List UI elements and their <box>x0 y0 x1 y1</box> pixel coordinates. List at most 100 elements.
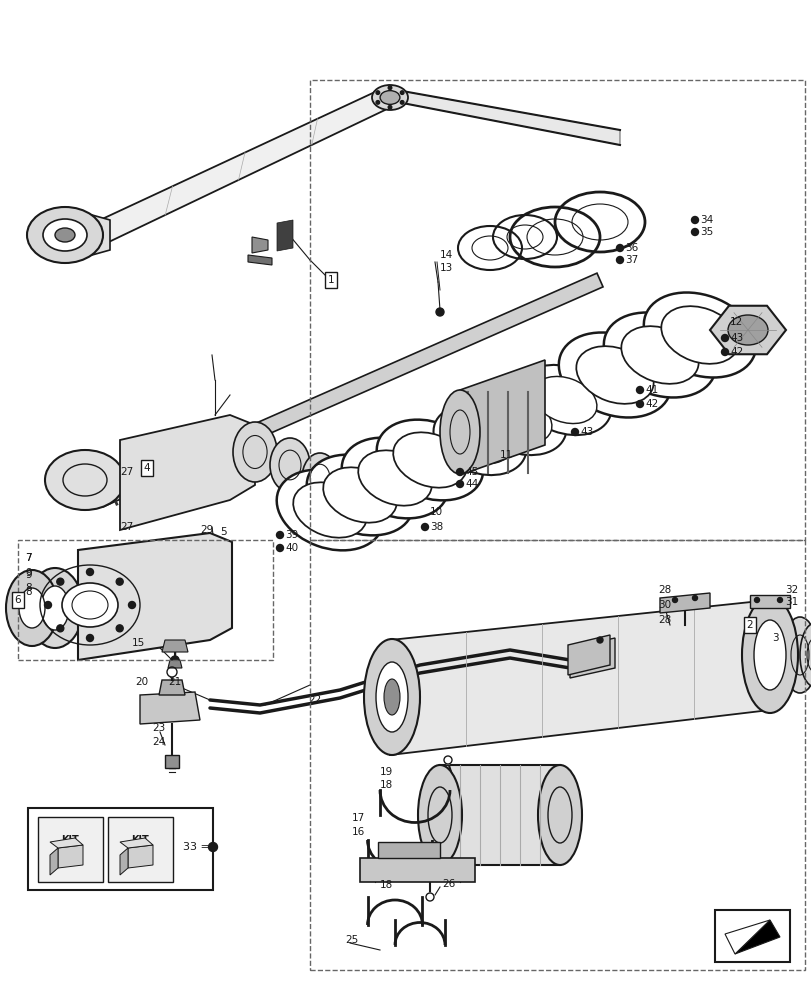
Ellipse shape <box>620 326 697 384</box>
Ellipse shape <box>433 405 526 475</box>
Circle shape <box>57 578 64 585</box>
Ellipse shape <box>270 438 310 492</box>
Ellipse shape <box>45 450 125 510</box>
Text: 42: 42 <box>644 399 658 409</box>
Text: 10: 10 <box>430 507 443 517</box>
Polygon shape <box>165 755 178 768</box>
Bar <box>38 817 103 882</box>
Text: 4: 4 <box>144 463 150 473</box>
Text: 43: 43 <box>729 333 742 343</box>
Circle shape <box>616 256 623 263</box>
Text: 31: 31 <box>784 597 797 607</box>
Ellipse shape <box>307 455 413 535</box>
Text: 21: 21 <box>168 677 181 687</box>
Text: 39: 39 <box>285 530 298 540</box>
Polygon shape <box>749 595 789 608</box>
Text: 12: 12 <box>729 317 742 327</box>
Polygon shape <box>78 533 232 660</box>
Circle shape <box>426 893 433 901</box>
Polygon shape <box>162 640 188 652</box>
Text: 17: 17 <box>351 813 365 823</box>
Text: 7: 7 <box>25 553 32 563</box>
Ellipse shape <box>753 620 785 690</box>
Text: 42: 42 <box>729 347 742 357</box>
Ellipse shape <box>62 583 118 627</box>
Circle shape <box>616 244 623 251</box>
Circle shape <box>421 524 428 530</box>
Text: 28: 28 <box>657 585 671 595</box>
Circle shape <box>436 308 444 316</box>
Ellipse shape <box>799 623 811 687</box>
Circle shape <box>692 595 697 600</box>
Bar <box>28 808 212 890</box>
Circle shape <box>456 468 463 476</box>
Text: 27: 27 <box>120 522 133 532</box>
Ellipse shape <box>43 219 87 251</box>
Text: KIT: KIT <box>131 835 148 845</box>
Circle shape <box>116 625 123 632</box>
Text: 1: 1 <box>328 275 334 285</box>
Ellipse shape <box>376 420 483 500</box>
Circle shape <box>721 349 727 356</box>
Polygon shape <box>659 593 709 613</box>
Bar <box>18 540 272 660</box>
Circle shape <box>388 86 392 90</box>
Ellipse shape <box>363 639 419 755</box>
Circle shape <box>571 428 577 436</box>
Polygon shape <box>568 635 609 675</box>
Ellipse shape <box>323 467 397 523</box>
Circle shape <box>721 334 727 342</box>
Circle shape <box>596 637 603 643</box>
Text: 45: 45 <box>465 467 478 477</box>
Circle shape <box>87 634 93 642</box>
Circle shape <box>57 625 64 632</box>
Circle shape <box>691 229 697 236</box>
Circle shape <box>45 601 51 608</box>
Text: 25: 25 <box>345 935 358 945</box>
Text: 2: 2 <box>746 620 753 630</box>
Text: 20: 20 <box>135 677 148 687</box>
Text: 41: 41 <box>644 385 658 395</box>
Ellipse shape <box>660 306 738 364</box>
Ellipse shape <box>533 376 596 424</box>
Circle shape <box>167 667 177 677</box>
Polygon shape <box>92 85 389 250</box>
Text: 35: 35 <box>699 227 712 237</box>
Text: 24: 24 <box>152 737 165 747</box>
Circle shape <box>672 597 676 602</box>
Text: 38: 38 <box>430 522 443 532</box>
Circle shape <box>87 568 93 576</box>
Ellipse shape <box>371 85 407 110</box>
Ellipse shape <box>277 470 383 550</box>
Ellipse shape <box>393 432 466 488</box>
Ellipse shape <box>538 765 581 865</box>
Polygon shape <box>378 842 440 858</box>
Text: 18: 18 <box>380 880 393 890</box>
Ellipse shape <box>603 312 715 398</box>
Circle shape <box>777 597 782 602</box>
Ellipse shape <box>375 662 407 732</box>
Text: 26: 26 <box>441 879 455 889</box>
Ellipse shape <box>741 597 797 713</box>
Polygon shape <box>128 845 152 868</box>
Circle shape <box>277 532 283 538</box>
Ellipse shape <box>727 315 767 345</box>
Polygon shape <box>359 858 474 882</box>
Text: 37: 37 <box>624 255 637 265</box>
Text: 19: 19 <box>380 767 393 777</box>
Polygon shape <box>120 415 255 530</box>
Bar <box>714 910 789 962</box>
Ellipse shape <box>341 438 448 518</box>
Ellipse shape <box>518 365 611 435</box>
Polygon shape <box>58 845 83 868</box>
Polygon shape <box>277 220 293 251</box>
Polygon shape <box>85 213 109 257</box>
Text: 14: 14 <box>440 250 453 260</box>
Text: 34: 34 <box>699 215 712 225</box>
Circle shape <box>208 842 217 851</box>
Text: 16: 16 <box>351 827 365 837</box>
Text: 9: 9 <box>25 570 32 580</box>
Circle shape <box>691 217 697 224</box>
Polygon shape <box>724 920 769 954</box>
Ellipse shape <box>384 679 400 715</box>
